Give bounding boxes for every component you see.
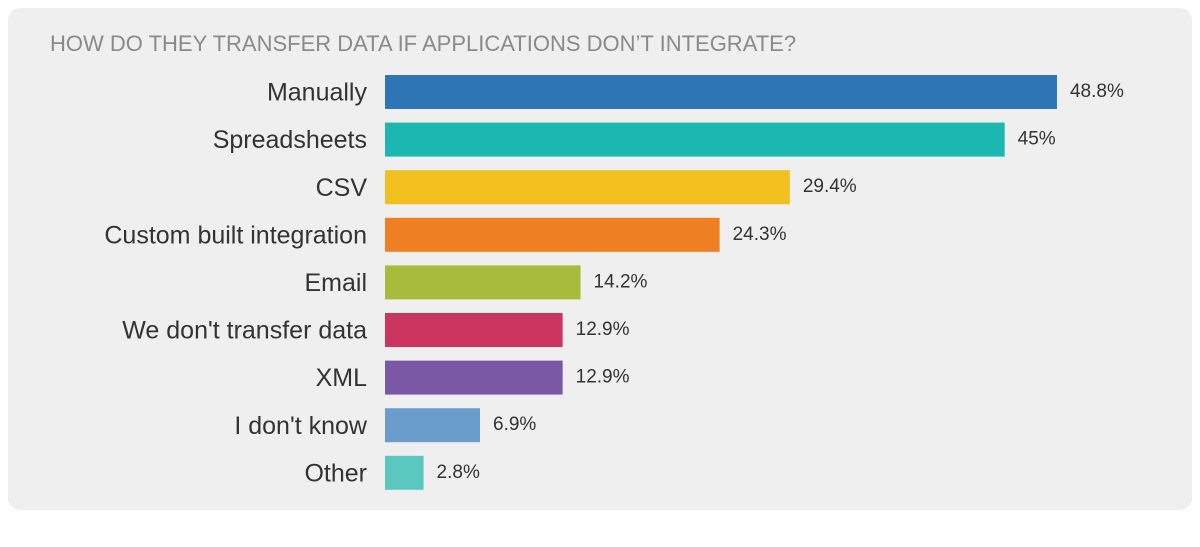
bar [385,75,1057,109]
value-label: 2.8% [437,462,480,483]
value-label: 14.2% [594,271,648,292]
bar [385,360,563,395]
value-label: 48.8% [1070,81,1124,102]
chart-title: HOW DO THEY TRANSFER DATA IF APPLICATION… [50,31,796,56]
value-label: 6.9% [493,414,536,435]
value-label: 45% [1018,129,1056,150]
category-label: Custom built integration [104,221,367,249]
value-label: 12.9% [576,367,630,388]
category-label: Email [304,269,367,297]
bar [385,408,481,443]
category-label: XML [316,364,368,392]
card-notch-cut [0,34,8,58]
bar [385,170,790,205]
bar [385,265,581,300]
category-label: Manually [267,79,368,107]
value-label: 29.4% [803,176,857,197]
value-label: 24.3% [733,224,787,245]
category-label: Other [304,459,367,487]
category-label: CSV [316,174,368,202]
category-label: We don't transfer data [122,317,367,345]
value-label: 12.9% [576,319,630,340]
bar [385,122,1005,157]
category-label: I don't know [234,412,368,440]
bar [385,217,720,252]
category-label: Spreadsheets [213,126,367,154]
bar [385,455,424,490]
bar [385,313,563,347]
